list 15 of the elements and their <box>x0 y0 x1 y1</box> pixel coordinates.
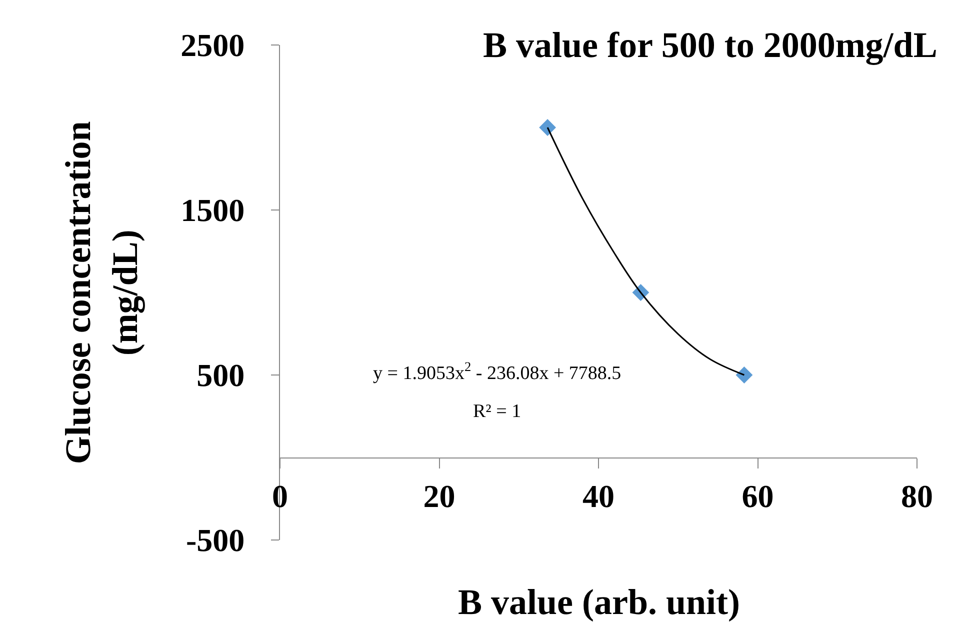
annotation: y = 1.9053x$^{2}$ - 236.08x + 7788.5 <box>373 359 622 384</box>
y-tick-label: 500 <box>196 357 245 394</box>
x-tick-label: 20 <box>423 478 456 514</box>
x-tick-label: 80 <box>901 478 933 514</box>
y-tick-label: 1500 <box>180 192 245 228</box>
y-tick-label: -500 <box>186 522 245 558</box>
point <box>736 366 753 384</box>
y-tick-label: 2500 <box>180 27 245 64</box>
annotation: R² = 1 <box>473 401 522 422</box>
x-tick-label: 40 <box>582 478 614 514</box>
y-axis-title: Glucose concentration (mg/dL) <box>58 121 145 464</box>
chart-title: B value for 500 to 2000mg/dL <box>483 25 938 65</box>
x-tick-label: 60 <box>742 478 774 514</box>
x-axis-title: B value (arb. unit) <box>458 582 740 622</box>
x-tick-label: 0 <box>272 478 288 514</box>
